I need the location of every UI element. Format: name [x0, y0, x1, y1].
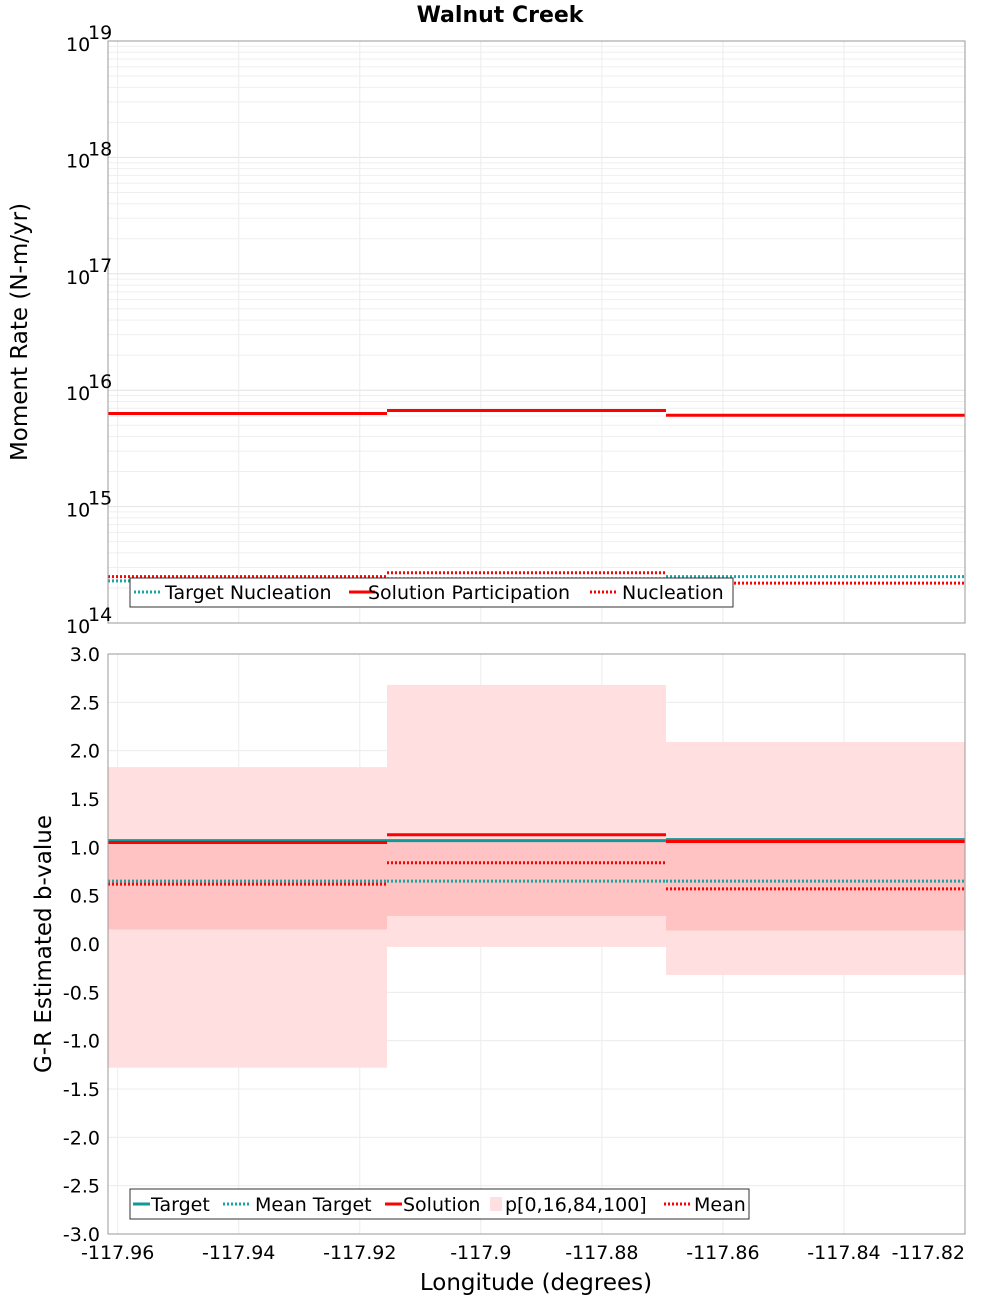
top-y-axis-title: Moment Rate (N-m/yr) — [7, 203, 33, 461]
x-tick-label: -117.82 — [892, 1242, 965, 1264]
top-y-tick-exponent: 15 — [88, 488, 112, 510]
bottom-inner-band — [387, 840, 667, 916]
top-y-tick-exponent: 16 — [88, 371, 112, 393]
bottom-legend-label: Target — [150, 1194, 210, 1216]
top-y-tick-base: 10 — [66, 616, 90, 638]
top-legend-label: Target Nucleation — [164, 582, 332, 604]
x-tick-label: -117.96 — [81, 1242, 154, 1264]
top-y-tick-base: 10 — [66, 267, 90, 289]
bottom-y-tick-label: -2.0 — [63, 1127, 100, 1149]
top-legend-label: Nucleation — [622, 582, 724, 604]
chart-title: Walnut Creek — [417, 3, 585, 28]
bottom-series — [108, 833, 965, 891]
top-grid — [108, 41, 966, 623]
bottom-legend-label: p[0,16,84,100] — [505, 1194, 647, 1216]
bottom-y-tick-label: -1.5 — [63, 1079, 100, 1101]
bottom-bands — [108, 684, 965, 1068]
bottom-y-tick-label: -0.5 — [63, 982, 100, 1004]
top-y-tick-base: 10 — [66, 150, 90, 172]
bottom-y-tick-label: -3.0 — [63, 1224, 100, 1246]
bottom-legend-label: Mean — [694, 1194, 746, 1216]
top-plot-border — [107, 40, 966, 624]
bottom-y-tick-label: 2.0 — [70, 741, 100, 763]
bottom-y-tick-label: 2.5 — [70, 692, 100, 714]
top-plot-background — [108, 41, 965, 623]
top-legend: Target Nucleation Solution Participation N… — [129, 577, 734, 608]
top-y-tick-exponent: 19 — [88, 22, 112, 44]
top-y-tick-base: 10 — [66, 383, 90, 405]
bottom-y-tick-label: 3.0 — [70, 644, 100, 666]
bottom-legend: Target Mean Target Solution p[0,16,84,100] M… — [129, 1188, 750, 1220]
bottom-y-tick-label: -1.0 — [63, 1031, 100, 1053]
bottom-plot-border — [107, 653, 966, 1235]
x-tick-label: -117.84 — [807, 1242, 880, 1264]
top-y-tick-base: 10 — [66, 34, 90, 56]
x-axis-title: Longitude (degrees) — [420, 1270, 652, 1296]
x-tick-label: -117.88 — [565, 1242, 638, 1264]
top-y-tick-exponent: 17 — [88, 255, 112, 277]
top-legend-box — [129, 577, 734, 608]
bottom-legend-label: Solution — [403, 1194, 480, 1216]
x-tick-label: -117.94 — [202, 1242, 275, 1264]
bottom-legend-box — [129, 1188, 750, 1220]
top-legend-label: Solution Participation — [368, 582, 570, 604]
bottom-y-tick-label: 0.5 — [70, 886, 100, 908]
x-tick-label: -117.92 — [323, 1242, 396, 1264]
bottom-y-tick-label: -2.5 — [63, 1176, 100, 1198]
bottom-legend-label: Mean Target — [255, 1194, 372, 1216]
x-tick-label: -117.9 — [450, 1242, 511, 1264]
bottom-y-tick-label: 1.0 — [70, 837, 100, 859]
bottom-legend-band-swatch — [490, 1197, 502, 1211]
top-y-tick-base: 10 — [66, 500, 90, 522]
top-y-tick-exponent: 18 — [88, 138, 112, 160]
bottom-y-tick-label: 1.5 — [70, 789, 100, 811]
x-tick-label: -117.86 — [686, 1242, 759, 1264]
bottom-y-tick-label: 0.0 — [70, 934, 100, 956]
top-y-tick-exponent: 14 — [88, 604, 112, 626]
bottom-y-axis-title: G-R Estimated b-value — [31, 815, 57, 1073]
bottom-inner-band — [666, 840, 965, 931]
